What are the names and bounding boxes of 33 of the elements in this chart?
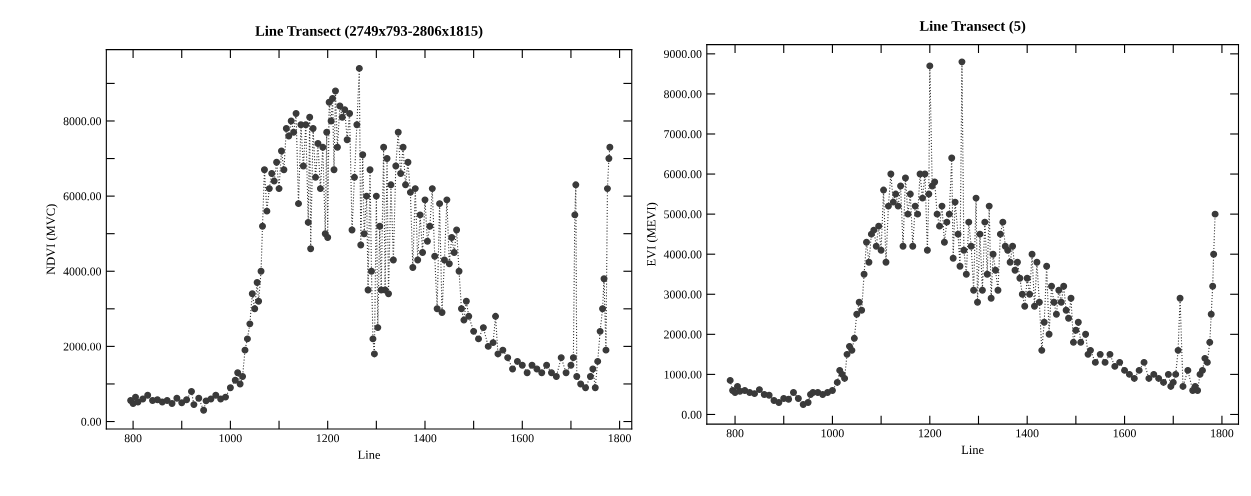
chart-title: Line Transect (2749x793-2806x1815) [255, 25, 483, 39]
x-tick-label: 1000 [219, 434, 242, 443]
x-tick-label: 1400 [1016, 429, 1039, 438]
y-tick-label: 3000.00 [664, 290, 702, 299]
chart-title: Line Transect (5) [919, 20, 1026, 34]
x-tick-label: 1200 [919, 429, 942, 438]
y-axis-title: EVI (MEVI) [646, 202, 659, 267]
y-tick-label: 8000.00 [664, 90, 702, 99]
x-tick-label: 800 [726, 429, 744, 438]
y-tick-label: 6000.00 [664, 170, 702, 179]
y-tick-label: 1000.00 [664, 370, 702, 379]
x-tick-label: 1600 [511, 434, 534, 443]
y-tick-label: 0.00 [681, 410, 702, 419]
x-tick-label: 800 [124, 434, 142, 443]
y-tick-label: 4000.00 [63, 267, 102, 276]
y-tick-label: 4000.00 [663, 250, 702, 259]
y-tick-label: 5000.00 [664, 210, 702, 219]
x-axis-title: Line [357, 450, 381, 459]
y-tick-label: 7000.00 [664, 130, 702, 139]
y-tick-label: 2000.00 [664, 330, 702, 339]
y-tick-label: 0.00 [81, 417, 102, 426]
y-tick-label: 2000.00 [63, 342, 102, 351]
x-axis-title: Line [961, 445, 984, 454]
x-tick-label: 1400 [414, 434, 437, 443]
y-tick-label: 9000.00 [663, 50, 702, 59]
y-tick-label: 8000.00 [63, 117, 102, 126]
y-tick-label: 6000.00 [63, 192, 102, 201]
x-tick-label: 1000 [821, 429, 844, 438]
y-axis-title: NDVI (MVC) [46, 204, 58, 275]
x-tick-label: 1200 [316, 434, 340, 443]
x-tick-label: 1800 [608, 434, 631, 443]
x-tick-label: 1800 [1211, 429, 1234, 438]
x-tick-label: 1600 [1113, 429, 1136, 438]
